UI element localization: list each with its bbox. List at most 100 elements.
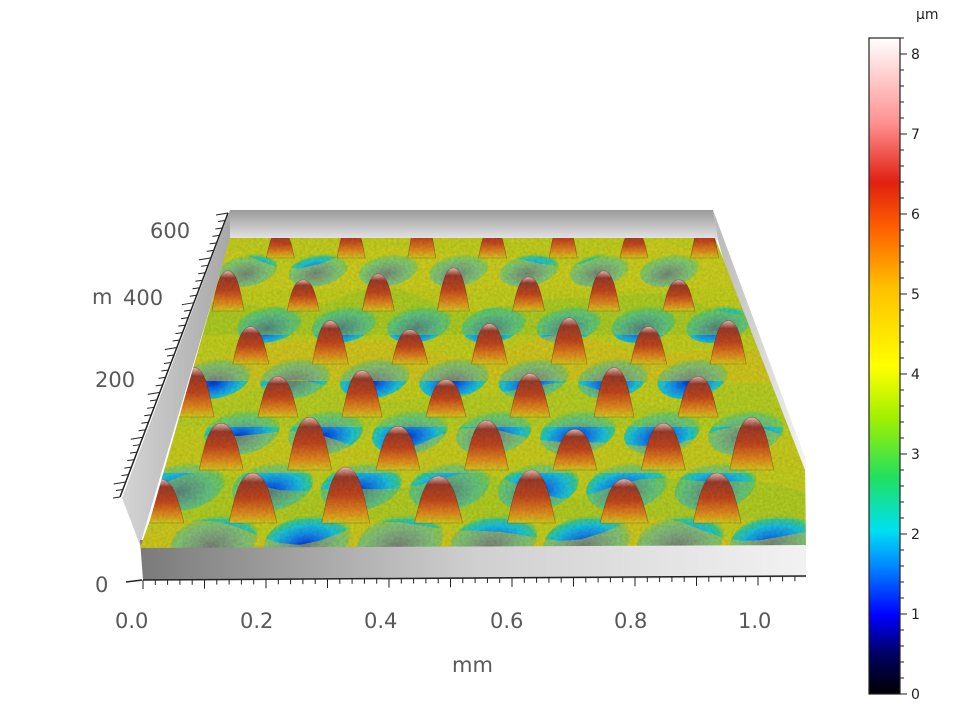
y-minor-tick — [112, 496, 121, 499]
y-minor-tick — [158, 376, 166, 379]
x-axis-line — [142, 575, 807, 581]
y-minor-tick — [215, 212, 229, 216]
surface-peak — [630, 326, 668, 365]
surface-peak — [257, 376, 299, 418]
y-minor-tick — [183, 309, 192, 312]
y-minor-tick — [206, 249, 214, 252]
y-minor-tick — [132, 444, 140, 447]
colorbar-label: 7 — [911, 127, 920, 143]
x-minor-ticks — [142, 576, 796, 589]
colorbar: 0 1 2 3 4 5 6 7 8 µm — [868, 7, 939, 703]
ridge-band — [140, 333, 806, 381]
surface-peak — [361, 273, 395, 312]
ridge-band — [140, 472, 806, 519]
y-minor-tick — [189, 294, 197, 297]
y-minor-tick — [141, 421, 149, 424]
x-tick-1.0: 1.0 — [738, 609, 771, 633]
colorbar-label: 0 — [911, 687, 920, 703]
x-tick-0.2: 0.2 — [240, 609, 273, 633]
y-minor-tick — [198, 272, 206, 275]
surface-peak — [550, 317, 588, 365]
floor — [140, 540, 806, 580]
colorbar-unit: µm — [916, 7, 939, 23]
surface-peak — [407, 238, 437, 259]
surface-peak — [228, 472, 278, 524]
y-axis — [112, 212, 229, 499]
colorbar-label: 2 — [911, 527, 920, 543]
surface-peak — [437, 267, 470, 312]
y-minor-tick — [149, 399, 158, 402]
ridge-band — [140, 241, 806, 289]
surface-peak — [478, 238, 507, 259]
y-minor-tick — [215, 227, 223, 230]
surface-peak — [548, 238, 578, 259]
y-minor-tick — [198, 257, 212, 261]
y-minor-tick — [175, 332, 183, 335]
y-minor-tick — [164, 347, 177, 351]
colorbar-label: 5 — [911, 287, 920, 303]
surface-peak — [552, 428, 598, 471]
surface-peak — [709, 320, 747, 365]
ridge-band — [140, 517, 806, 548]
y-tick-400: 400 — [123, 286, 163, 310]
surface-peak — [690, 238, 720, 259]
x-tick-0.4: 0.4 — [364, 609, 397, 633]
colorbar-label: 6 — [911, 207, 920, 223]
y-minor-tick — [209, 242, 217, 245]
surface-peak — [464, 419, 509, 471]
y-axis-label: m — [92, 285, 112, 309]
y-minor-tick — [121, 474, 129, 477]
y-minor-tick — [129, 451, 138, 454]
left-wall — [122, 210, 230, 545]
surface-peak — [211, 270, 245, 312]
surface-peak — [311, 320, 349, 365]
y-minor-tick — [147, 391, 160, 395]
surface-peak — [341, 370, 383, 418]
y-minor-tick — [147, 406, 155, 409]
surface-peak — [287, 416, 333, 471]
y-minor-ticks — [112, 212, 229, 499]
colorbar-label: 4 — [911, 367, 920, 383]
surface-peak — [321, 466, 371, 524]
surface-peak — [599, 478, 649, 524]
y-minor-tick — [115, 489, 123, 492]
x-axis — [142, 575, 807, 589]
surface-peak — [619, 238, 649, 259]
y-minor-tick — [164, 361, 172, 364]
y-minor-tick — [127, 459, 135, 462]
surface-peak — [662, 279, 696, 312]
y-minor-tick — [172, 339, 180, 342]
colorbar-label: 8 — [911, 47, 920, 63]
surface-peak — [425, 379, 467, 418]
x-tick-0.0: 0.0 — [115, 609, 148, 633]
colorbar-ticks: 0 1 2 3 4 5 6 7 8 — [900, 37, 920, 703]
back-wall — [230, 210, 718, 240]
colorbar-gradient — [868, 37, 901, 695]
surface-peak — [265, 238, 295, 259]
surface-peak — [198, 422, 244, 471]
surface-peak — [471, 323, 508, 365]
colorbar-label: 1 — [911, 607, 920, 623]
x-tick-0.6: 0.6 — [490, 609, 523, 633]
y-minor-tick — [161, 369, 169, 372]
y-minor-tick — [181, 302, 194, 306]
z-tick-0: 0 — [95, 573, 108, 597]
y-minor-tick — [155, 384, 163, 387]
y-tick-600: 600 — [150, 219, 190, 243]
y-minor-tick — [166, 354, 175, 357]
y-minor-tick — [138, 429, 146, 432]
peak-layer — [140, 238, 775, 524]
surface-peak — [414, 475, 463, 524]
surface-peak — [587, 270, 621, 312]
surface-peak — [677, 376, 719, 418]
surface-peak — [593, 367, 635, 418]
y-tick-200: 200 — [95, 368, 135, 392]
colorbar-label: 3 — [911, 447, 920, 463]
surface-peak — [507, 469, 556, 524]
surface-peak — [640, 422, 686, 471]
x-tick-0.8: 0.8 — [614, 609, 647, 633]
surface-valley — [264, 512, 352, 548]
surface-peak — [512, 276, 545, 312]
surface-peak — [375, 425, 421, 471]
y-minor-tick — [144, 414, 152, 417]
